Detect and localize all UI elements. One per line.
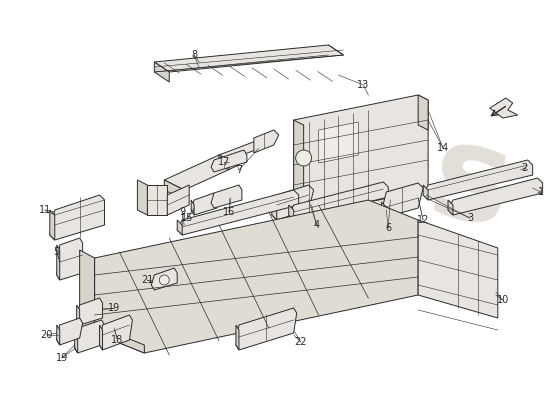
Polygon shape [289, 205, 294, 220]
Polygon shape [155, 45, 344, 72]
Polygon shape [191, 200, 194, 215]
Text: 13: 13 [358, 80, 370, 90]
Polygon shape [50, 210, 55, 240]
Polygon shape [418, 220, 498, 318]
Circle shape [296, 150, 312, 166]
Polygon shape [423, 160, 532, 200]
Text: es: es [333, 96, 524, 254]
Polygon shape [191, 193, 217, 215]
Polygon shape [448, 178, 543, 215]
Polygon shape [100, 315, 133, 350]
Text: 18: 18 [111, 335, 124, 345]
Polygon shape [272, 185, 313, 220]
Text: 6: 6 [385, 223, 392, 233]
Text: 1: 1 [537, 187, 543, 197]
Polygon shape [254, 130, 279, 153]
Text: a passion for parts: a passion for parts [337, 252, 440, 284]
Polygon shape [177, 190, 299, 235]
Polygon shape [164, 180, 184, 200]
Polygon shape [167, 185, 189, 215]
Polygon shape [76, 298, 102, 325]
Polygon shape [294, 120, 304, 215]
Polygon shape [75, 320, 104, 353]
Text: 7: 7 [236, 165, 242, 175]
Text: 15: 15 [181, 213, 194, 223]
Polygon shape [423, 185, 428, 200]
Polygon shape [418, 95, 428, 130]
Circle shape [160, 275, 169, 285]
Polygon shape [272, 205, 277, 220]
Polygon shape [138, 180, 147, 215]
Polygon shape [211, 185, 242, 208]
Text: 16: 16 [223, 207, 235, 217]
Text: 17: 17 [218, 157, 230, 167]
Polygon shape [490, 98, 518, 118]
Text: 2: 2 [521, 163, 528, 173]
Polygon shape [381, 202, 386, 217]
Polygon shape [219, 155, 229, 170]
Text: 5: 5 [53, 247, 60, 257]
Polygon shape [155, 62, 169, 82]
Polygon shape [76, 305, 80, 325]
Polygon shape [57, 325, 60, 345]
Polygon shape [57, 245, 60, 280]
Text: since 1985: since 1985 [373, 226, 443, 254]
Polygon shape [80, 250, 95, 333]
Text: 8: 8 [191, 50, 197, 60]
Polygon shape [50, 195, 104, 240]
Polygon shape [381, 183, 423, 217]
Text: 22: 22 [294, 337, 307, 347]
Polygon shape [147, 185, 167, 215]
Polygon shape [151, 268, 177, 290]
Polygon shape [75, 328, 78, 353]
Polygon shape [57, 238, 82, 280]
Polygon shape [289, 182, 388, 220]
Polygon shape [318, 122, 359, 163]
Text: 4: 4 [314, 220, 320, 230]
Polygon shape [95, 200, 418, 353]
Text: 19: 19 [56, 353, 68, 363]
Polygon shape [236, 308, 296, 350]
Polygon shape [236, 325, 239, 350]
Text: 10: 10 [497, 295, 509, 305]
Text: 3: 3 [467, 213, 473, 223]
Polygon shape [177, 220, 182, 235]
Polygon shape [57, 318, 82, 345]
Polygon shape [294, 95, 428, 215]
Text: 20: 20 [41, 330, 53, 340]
Text: 11: 11 [39, 205, 51, 215]
Polygon shape [100, 325, 102, 350]
Polygon shape [219, 138, 274, 160]
Text: 21: 21 [141, 275, 153, 285]
Polygon shape [448, 200, 453, 215]
Text: 19: 19 [108, 303, 120, 313]
Text: 9: 9 [179, 207, 185, 217]
Polygon shape [164, 155, 239, 190]
Polygon shape [211, 150, 247, 172]
Text: 14: 14 [437, 143, 449, 153]
Text: 12: 12 [417, 215, 430, 225]
Polygon shape [95, 325, 144, 353]
